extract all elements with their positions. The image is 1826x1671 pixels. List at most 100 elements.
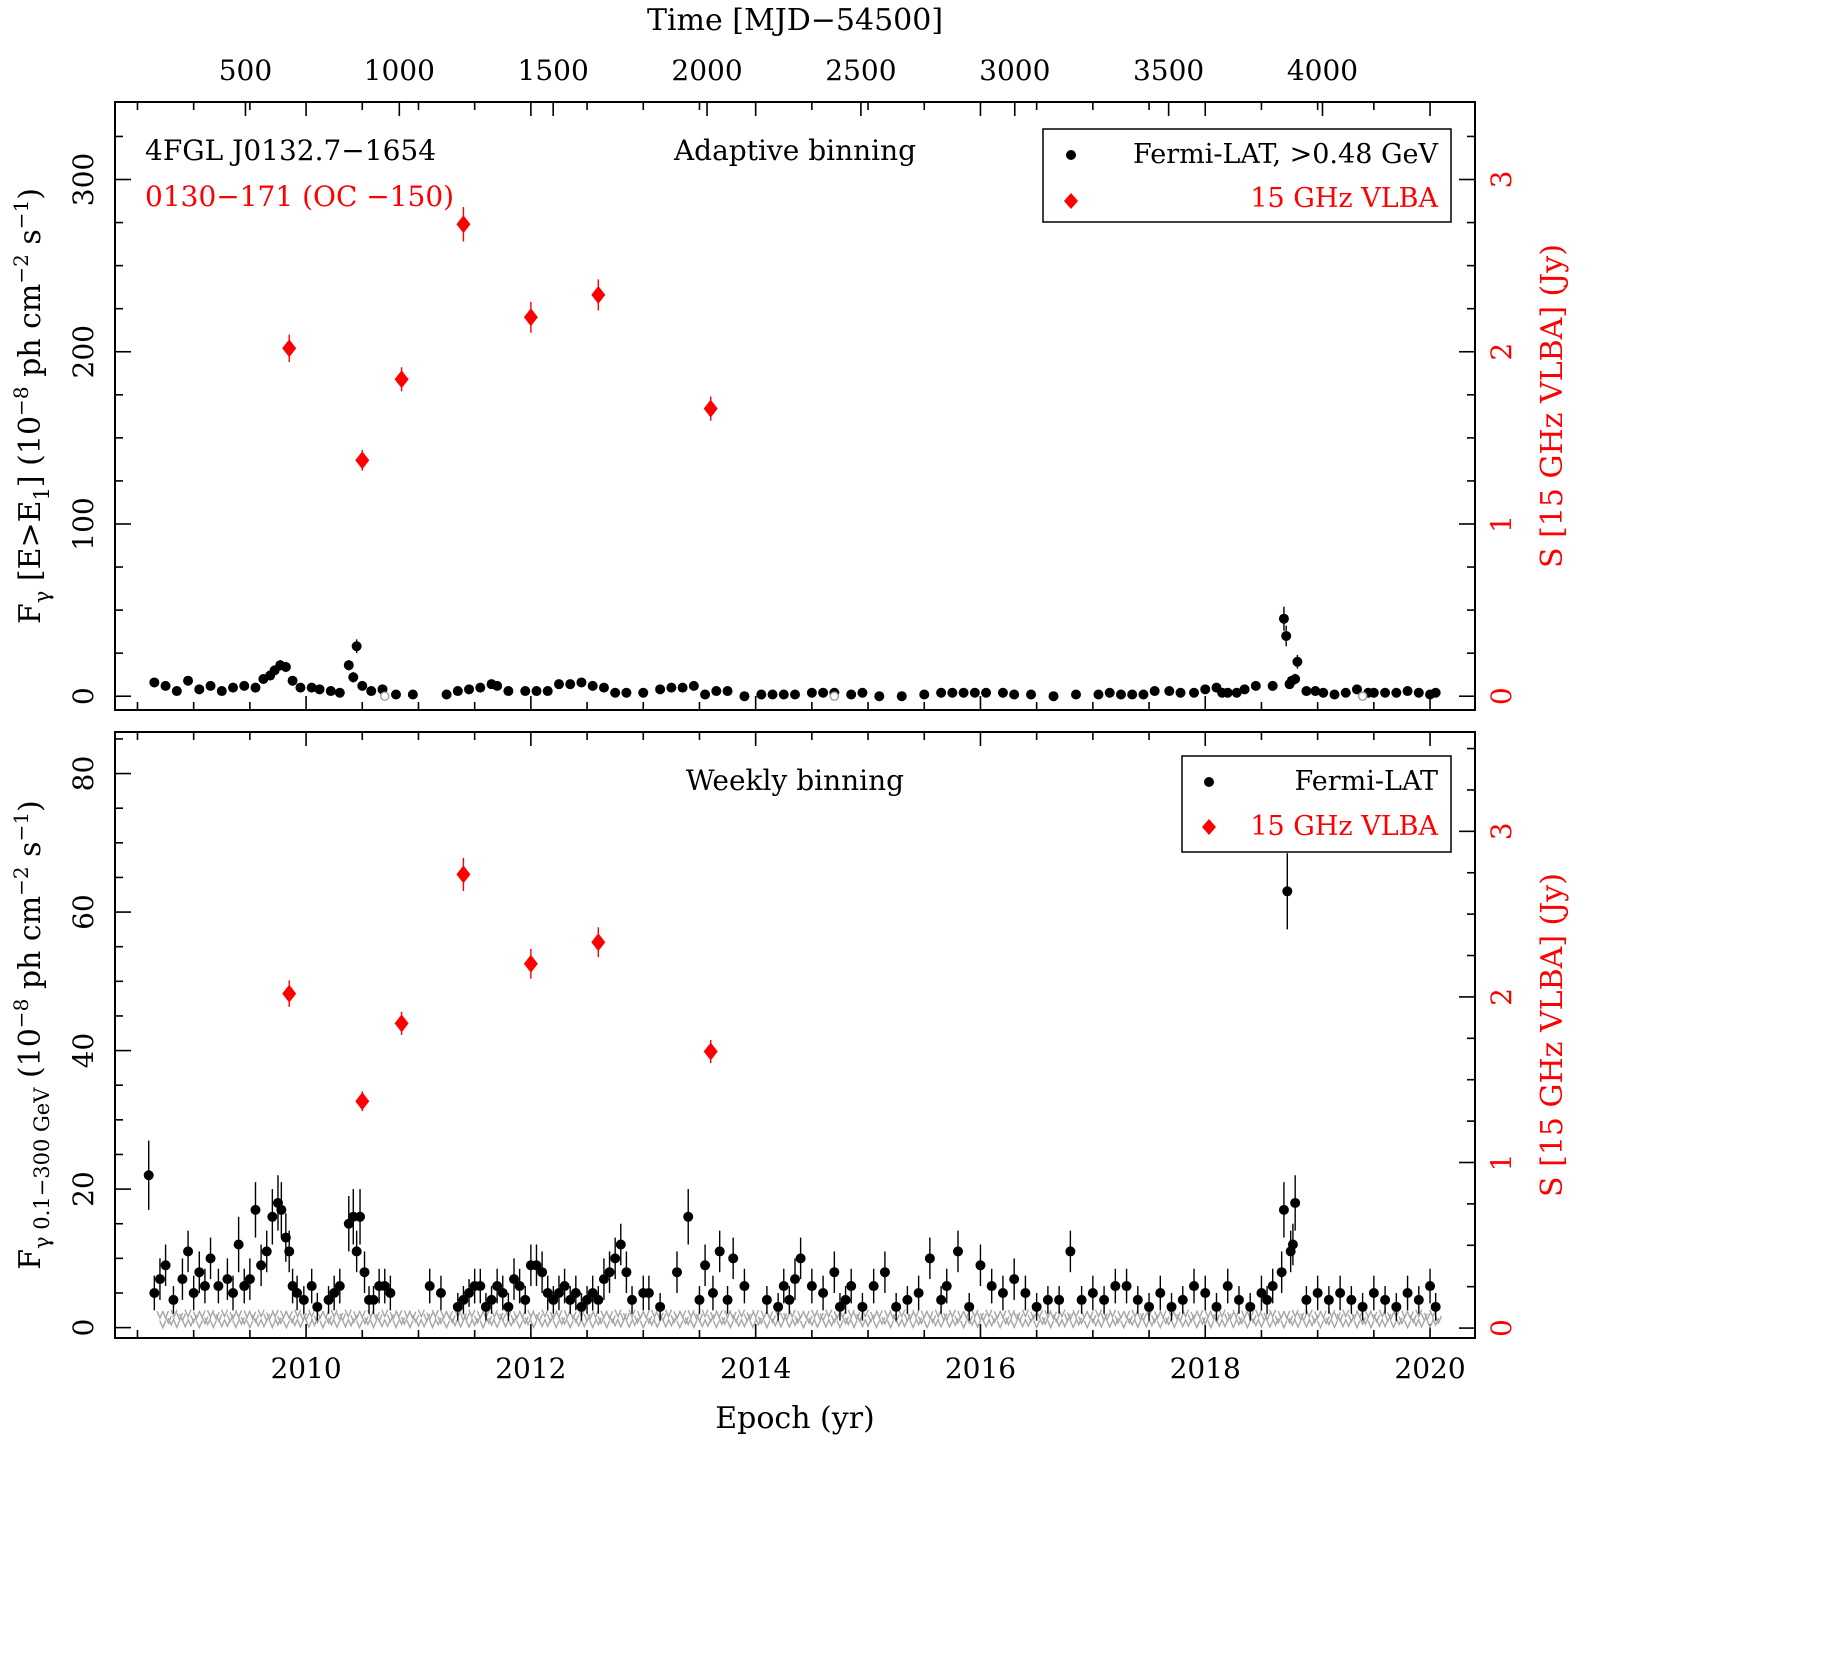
upper-limit-mark [1013, 1312, 1021, 1322]
gamma-point [149, 677, 160, 688]
y-axis-label-part: ph cm [13, 896, 48, 999]
gamma-point [952, 1246, 963, 1257]
gamma-point [194, 1267, 205, 1278]
gamma-point [1245, 1301, 1256, 1312]
x-tick-label: 2016 [945, 1352, 1016, 1385]
upper-limit-mark [1381, 1319, 1389, 1329]
gamma-point [228, 1287, 239, 1298]
gamma-point [593, 1294, 604, 1305]
top-tick-label: 3500 [1133, 54, 1204, 87]
upper-limit-mark [1080, 1310, 1089, 1320]
panel1-y-axis-label: Fγ​ [E>E1​] (10−8​ ph cm−2​ s−1​) [9, 188, 54, 624]
gamma-point [441, 689, 452, 700]
upper-limit-mark [735, 1318, 743, 1328]
upper-limit-mark [201, 1316, 209, 1326]
gamma-point [1099, 1294, 1110, 1305]
upper-limit-mark [1221, 1319, 1229, 1329]
upper-limit-mark [813, 1319, 822, 1329]
upper-limit-mark [853, 1312, 861, 1322]
upper-limit-mark [220, 1309, 229, 1319]
y-tick-label: 20 [67, 1171, 100, 1207]
upper-limit-mark [684, 1317, 692, 1327]
gamma-point [936, 687, 947, 698]
upper-limit-mark [1249, 1315, 1257, 1325]
radio-point [523, 954, 538, 973]
gamma-point [1335, 1287, 1346, 1298]
upper-limit-mark [1328, 1309, 1336, 1319]
upper-limit-mark [864, 1318, 872, 1328]
upper-limit-mark [1232, 1309, 1240, 1319]
upper-limit-mark [634, 1315, 642, 1325]
y-axis-label-part: ) [13, 188, 48, 200]
gamma-point [981, 687, 992, 698]
panel1-data [149, 207, 1441, 702]
upper-limit-mark [198, 1310, 206, 1320]
gamma-point [1009, 1274, 1020, 1285]
upper-limit-mark [1367, 1320, 1375, 1330]
x-axis-label: Epoch (yr) [715, 1401, 875, 1436]
upper-limit-mark [282, 1320, 291, 1330]
upper-limit-mark [1263, 1312, 1271, 1322]
gamma-point [598, 682, 609, 693]
gamma-point [497, 1287, 508, 1298]
gamma-point [587, 1287, 598, 1298]
upper-limit-mark [617, 1319, 625, 1329]
gamma-point [818, 687, 829, 698]
gamma-point [306, 682, 317, 693]
y-axis-label-part: −2 [9, 254, 33, 283]
gamma-point [582, 1294, 593, 1305]
upper-limit-mark [1238, 1316, 1246, 1326]
upper-limit-mark [673, 1311, 681, 1321]
gamma-point [1267, 680, 1278, 691]
gamma-point [458, 1294, 469, 1305]
gamma-point [756, 689, 767, 700]
gamma-point [492, 680, 503, 691]
y2-tick-label: 1 [1485, 515, 1518, 533]
panel2-title: Weekly binning [686, 764, 904, 797]
gamma-point [334, 1281, 345, 1292]
upper-limit-mark [569, 1311, 577, 1321]
upper-limit-mark [544, 1318, 552, 1328]
upper-limit-mark [476, 1310, 484, 1320]
panel1-y2-axis-label: S [15 GHz VLBA] (Jy) [1535, 244, 1570, 568]
gamma-point [615, 1239, 626, 1250]
upper-limit-mark [549, 1311, 557, 1321]
upper-limit-mark [333, 1319, 341, 1330]
gamma-point [222, 1274, 233, 1285]
upper-limit-mark [156, 1310, 164, 1320]
upper-limit-mark [788, 1309, 796, 1319]
panel1-legend-gamma-marker [1066, 150, 1076, 160]
upper-limit-mark [243, 1310, 251, 1320]
gamma-point [688, 680, 699, 691]
gamma-point [343, 660, 354, 671]
panel2-legend-gamma-marker [1204, 777, 1214, 787]
gamma-point [879, 1267, 890, 1278]
gamma-point [1031, 1301, 1042, 1312]
gamma-point [1048, 691, 1059, 702]
upper-limit-mark [294, 1309, 302, 1319]
upper-limit-mark [1120, 1320, 1128, 1330]
gamma-point [1318, 687, 1329, 698]
upper-limit-mark [1358, 1316, 1367, 1326]
upper-limit-mark [597, 1316, 605, 1326]
upper-limit-mark [698, 1319, 706, 1329]
upper-limit-mark [1342, 1309, 1350, 1319]
panel1-title: Adaptive binning [673, 134, 916, 167]
y-axis-label-part: ] (10 [13, 416, 48, 487]
upper-limit-mark [479, 1320, 487, 1330]
upper-limit-mark [811, 1309, 819, 1319]
y-axis-label-part: γ 0.1−300 GeV [30, 1087, 54, 1249]
gamma-point [475, 1281, 486, 1292]
y2-tick-label: 0 [1485, 687, 1518, 705]
upper-limit-mark [909, 1320, 917, 1330]
panel1-legend-radio-marker [1064, 193, 1078, 209]
upper-limit-mark [428, 1320, 437, 1330]
upper-limit-mark [1162, 1316, 1170, 1326]
upper-limit-mark [1173, 1312, 1181, 1322]
upper-limit-mark [341, 1319, 350, 1329]
upper-limit-mark [1361, 1316, 1370, 1326]
upper-limit-mark [1153, 1311, 1162, 1321]
upper-limit-mark [1243, 1320, 1252, 1330]
panel2-frame [114, 731, 1476, 1339]
upper-limit-mark [1297, 1312, 1305, 1322]
